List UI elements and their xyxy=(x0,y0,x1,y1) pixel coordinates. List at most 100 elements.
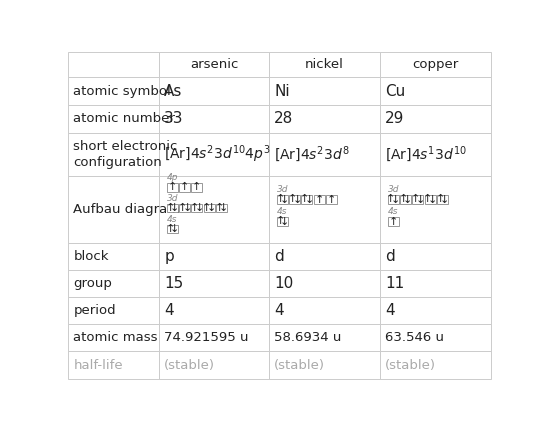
Bar xyxy=(437,195,448,204)
Text: 63.546 u: 63.546 u xyxy=(385,331,444,344)
Bar xyxy=(313,195,325,204)
Bar xyxy=(269,105,380,133)
Text: 4p: 4p xyxy=(167,173,179,182)
Bar xyxy=(400,195,411,204)
Text: 4: 4 xyxy=(164,303,174,318)
Text: ↓: ↓ xyxy=(194,204,204,214)
Bar xyxy=(269,270,380,297)
Bar xyxy=(159,243,269,270)
Bar xyxy=(68,243,159,270)
Bar xyxy=(277,217,288,226)
Bar xyxy=(277,195,288,204)
Bar xyxy=(380,324,491,351)
Bar xyxy=(269,133,380,176)
Bar xyxy=(301,195,312,204)
Text: copper: copper xyxy=(413,58,459,72)
Bar xyxy=(380,78,491,105)
Bar xyxy=(326,195,337,204)
Text: ↓: ↓ xyxy=(305,195,314,205)
Text: 4s: 4s xyxy=(277,207,287,216)
Text: atomic symbol: atomic symbol xyxy=(73,85,171,98)
Text: d: d xyxy=(385,249,395,264)
Bar xyxy=(68,133,159,176)
Text: 10: 10 xyxy=(274,276,294,291)
Text: 3d: 3d xyxy=(167,194,179,203)
Bar xyxy=(269,351,380,379)
Text: ↓: ↓ xyxy=(182,204,192,214)
Text: ↓: ↓ xyxy=(280,195,289,205)
Text: 11: 11 xyxy=(385,276,405,291)
Text: nickel: nickel xyxy=(305,58,344,72)
Text: ↑: ↑ xyxy=(165,224,175,234)
Bar xyxy=(269,297,380,324)
Text: (stable): (stable) xyxy=(385,359,436,372)
Text: 28: 28 xyxy=(274,111,294,126)
Text: As: As xyxy=(164,84,183,99)
Text: ↑: ↑ xyxy=(327,195,336,204)
Text: (stable): (stable) xyxy=(274,359,325,372)
Bar xyxy=(159,270,269,297)
Bar xyxy=(192,183,203,192)
Bar xyxy=(289,195,300,204)
Bar xyxy=(68,78,159,105)
Bar xyxy=(269,243,380,270)
Bar xyxy=(380,176,491,243)
Bar xyxy=(68,176,159,243)
Text: ↓: ↓ xyxy=(403,195,413,205)
Bar xyxy=(425,195,436,204)
Text: half-life: half-life xyxy=(73,359,123,372)
Bar xyxy=(269,78,380,105)
Bar xyxy=(68,105,159,133)
Text: ↓: ↓ xyxy=(428,195,437,205)
Bar xyxy=(159,52,269,78)
Text: ↓: ↓ xyxy=(440,195,449,205)
Text: 15: 15 xyxy=(164,276,183,291)
Bar xyxy=(159,78,269,105)
Text: 4: 4 xyxy=(385,303,395,318)
Text: ↑: ↑ xyxy=(192,182,201,192)
Bar xyxy=(68,297,159,324)
Text: ↓: ↓ xyxy=(219,204,228,214)
Text: ↑: ↑ xyxy=(386,194,396,204)
Text: ↑: ↑ xyxy=(168,182,177,192)
Text: ↓: ↓ xyxy=(292,195,301,205)
Text: period: period xyxy=(73,304,116,317)
Text: 3d: 3d xyxy=(388,185,399,194)
Text: 33: 33 xyxy=(164,111,184,126)
Text: ↑: ↑ xyxy=(423,194,432,204)
Text: arsenic: arsenic xyxy=(190,58,239,72)
Bar xyxy=(167,183,178,192)
Text: $\mathregular{[Ar]4}s^2\mathregular{3}d^{10}\mathregular{4}p^3$: $\mathregular{[Ar]4}s^2\mathregular{3}d^… xyxy=(164,143,271,165)
Bar xyxy=(179,183,190,192)
Text: ↓: ↓ xyxy=(207,204,216,214)
Bar xyxy=(216,204,227,212)
Bar xyxy=(269,176,380,243)
Text: ↑: ↑ xyxy=(190,203,199,213)
Text: block: block xyxy=(73,250,109,263)
Text: ↓: ↓ xyxy=(170,224,179,234)
Text: $\mathregular{[Ar]4}s^2\mathregular{3}d^8$: $\mathregular{[Ar]4}s^2\mathregular{3}d^… xyxy=(274,144,350,164)
Text: ↑: ↑ xyxy=(314,195,324,204)
Bar xyxy=(380,105,491,133)
Text: ↓: ↓ xyxy=(280,217,289,227)
Bar xyxy=(412,195,423,204)
Bar xyxy=(192,204,203,212)
Text: $\mathregular{[Ar]4}s^1\mathregular{3}d^{10}$: $\mathregular{[Ar]4}s^1\mathregular{3}d^… xyxy=(385,144,467,164)
Bar xyxy=(159,105,269,133)
Text: ↑: ↑ xyxy=(389,217,398,227)
Bar xyxy=(68,324,159,351)
Text: ↑: ↑ xyxy=(399,194,408,204)
Bar xyxy=(68,52,159,78)
Text: 74.921595 u: 74.921595 u xyxy=(164,331,249,344)
Bar xyxy=(380,297,491,324)
Bar xyxy=(159,176,269,243)
Bar xyxy=(380,243,491,270)
Text: atomic mass: atomic mass xyxy=(73,331,158,344)
Text: ↑: ↑ xyxy=(435,194,444,204)
Text: ↑: ↑ xyxy=(165,203,175,213)
Text: Aufbau diagram: Aufbau diagram xyxy=(73,203,180,216)
Bar xyxy=(159,324,269,351)
Text: atomic number: atomic number xyxy=(73,112,175,125)
Bar xyxy=(388,217,399,226)
Bar xyxy=(269,52,380,78)
